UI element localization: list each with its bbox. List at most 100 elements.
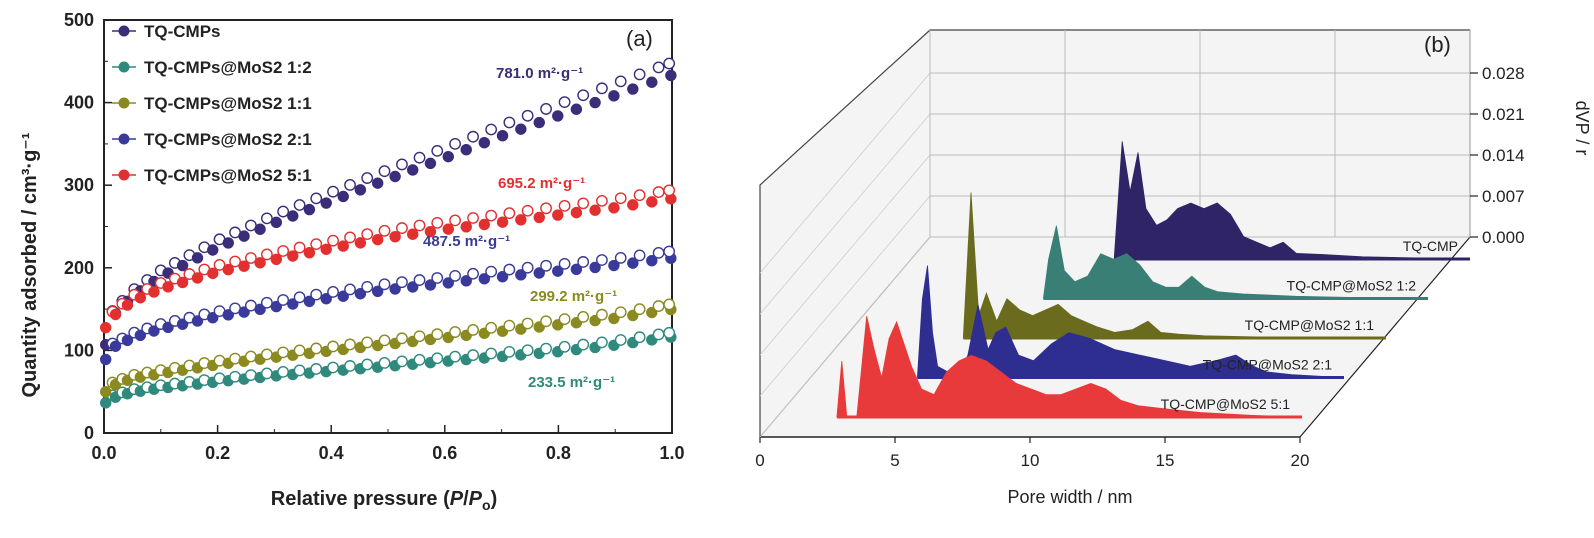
desorption-point [361,358,374,371]
adsorption-point [589,204,601,216]
pore-distribution-ridge [962,192,1385,339]
bet-area-label: 233.5 m²·g⁻¹ [528,374,615,391]
adsorption-point [270,216,283,229]
z-tick-label: 0.014 [1482,146,1525,165]
xlabel-suffix: ) [491,488,498,510]
desorption-point [327,234,339,247]
z-tick-label: 0.021 [1482,105,1525,124]
desorption-point [293,364,306,377]
adsorption-point [570,103,583,115]
adsorption-point [389,170,401,183]
desorption-point [485,123,498,136]
desorption-point [449,214,461,227]
x-tick-label-a: 0.8 [546,443,571,463]
desorption-point [260,367,273,380]
adsorption-point [627,199,639,211]
desorption-point [521,204,534,217]
bet-area-label: 781.0 m²·g⁻¹ [496,65,583,82]
adsorption-point [627,257,639,269]
adsorption-point [100,353,112,366]
adsorption-point [478,273,491,285]
adsorption-point [354,237,367,249]
series-label: TQ-CMP@MoS2 1:1 [1245,317,1375,333]
adsorption-point [460,275,472,287]
desorption-point [596,194,608,207]
chart-a-ylabel: Quantity adsorbed / cm³·g⁻¹ [19,132,41,397]
side-grid [759,195,931,397]
desorption-point [485,209,498,222]
desorption-point [293,199,306,211]
desorption-point [449,137,461,150]
side-grid [759,113,931,315]
desorption-point [344,360,356,372]
desorption-point [413,330,426,343]
adsorption-point [207,244,219,256]
side-grid [759,154,931,356]
y-tick-label-a: 300 [64,175,94,195]
adsorption-point [608,90,620,102]
desorption-point [413,151,426,164]
desorption-point [503,345,516,358]
adsorption-point [478,218,491,231]
desorption-point [467,349,479,361]
x-tick-label-a: 1.0 [659,443,684,463]
desorption-point [244,252,257,264]
adsorption-point [134,292,147,304]
desorption-point [378,357,391,369]
desorption-point [652,328,665,341]
adsorption-point [533,211,545,224]
series-label: TQ-CMP [1403,238,1458,254]
desorption-point [213,259,226,271]
adsorption-point [533,116,545,129]
desorption-point [558,340,571,353]
desorption-point [540,202,552,215]
adsorption-point [148,325,160,337]
desorption-point [558,96,571,108]
adsorption-point [109,308,122,321]
adsorption-point [162,281,174,293]
desorption-point [229,255,241,268]
side-grid [759,236,931,438]
adsorption-point [354,184,367,196]
bet-area-label: 299.2 m²·g⁻¹ [530,288,617,305]
xlabel-po: P [469,488,483,510]
desorption-point [396,158,408,171]
desorption-point [260,296,273,309]
adsorption-point [176,276,189,289]
adsorption-point [646,76,658,88]
adsorption-point [407,164,419,176]
adsorption-point [287,250,299,262]
series-a-3 [100,245,677,366]
adsorption-point [552,209,564,221]
desorption-point [540,315,552,328]
desorption-point [577,89,590,102]
adsorption-point [191,272,204,284]
x-tick-label-a: 0.4 [319,443,344,463]
adsorption-point [515,214,527,226]
desorption-point [327,185,339,198]
y-tick-label-a: 500 [64,10,94,30]
legend-marker [118,25,130,37]
desorption-point [293,344,306,357]
x-tick-label-b: 0 [755,451,764,470]
legend-label: TQ-CMPs@MoS2 1:2 [144,58,312,77]
adsorption-point [515,123,527,135]
desorption-point [614,75,627,88]
desorption-point [503,207,516,220]
desorption-point [540,103,552,115]
adsorption-point [121,299,134,311]
desorption-point [633,303,646,316]
desorption-point [260,348,273,361]
desorption-point [558,199,571,212]
desorption-point [485,265,498,278]
chart-a-xlabel: Relative pressure (P/Po) [271,488,497,513]
series-a-2 [100,298,677,398]
adsorption-point [109,340,122,352]
adsorption-point [570,263,583,275]
desorption-point [633,189,646,202]
adsorption-point [665,69,677,82]
adsorption-point [424,279,437,291]
chart-a: 0.0 0.2 0.4 0.6 0.8 1.0 0 100 200 300 400 500 TQ-CM… [19,10,685,513]
adsorption-point [442,277,454,289]
desorption-point [558,257,571,270]
